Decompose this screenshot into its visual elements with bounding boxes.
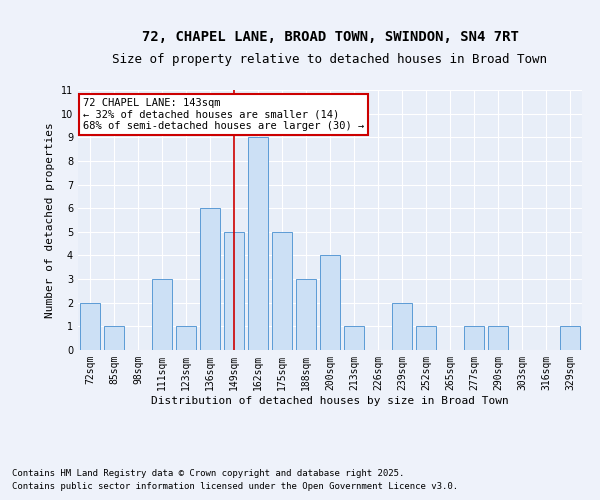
Text: 72, CHAPEL LANE, BROAD TOWN, SWINDON, SN4 7RT: 72, CHAPEL LANE, BROAD TOWN, SWINDON, SN… bbox=[142, 30, 518, 44]
Bar bbox=[560, 326, 580, 350]
Bar bbox=[296, 279, 316, 350]
Bar bbox=[392, 302, 412, 350]
Bar bbox=[464, 326, 484, 350]
Bar bbox=[200, 208, 220, 350]
Text: Size of property relative to detached houses in Broad Town: Size of property relative to detached ho… bbox=[113, 52, 548, 66]
Bar bbox=[272, 232, 292, 350]
Bar bbox=[416, 326, 436, 350]
Bar bbox=[344, 326, 364, 350]
Bar bbox=[176, 326, 196, 350]
Bar bbox=[320, 256, 340, 350]
Bar bbox=[224, 232, 244, 350]
Bar bbox=[248, 138, 268, 350]
Bar bbox=[152, 279, 172, 350]
Bar bbox=[80, 302, 100, 350]
Text: Contains public sector information licensed under the Open Government Licence v3: Contains public sector information licen… bbox=[12, 482, 458, 491]
Text: 72 CHAPEL LANE: 143sqm
← 32% of detached houses are smaller (14)
68% of semi-det: 72 CHAPEL LANE: 143sqm ← 32% of detached… bbox=[83, 98, 364, 131]
Y-axis label: Number of detached properties: Number of detached properties bbox=[46, 122, 55, 318]
Bar bbox=[488, 326, 508, 350]
X-axis label: Distribution of detached houses by size in Broad Town: Distribution of detached houses by size … bbox=[151, 396, 509, 406]
Text: Contains HM Land Registry data © Crown copyright and database right 2025.: Contains HM Land Registry data © Crown c… bbox=[12, 468, 404, 477]
Bar bbox=[104, 326, 124, 350]
